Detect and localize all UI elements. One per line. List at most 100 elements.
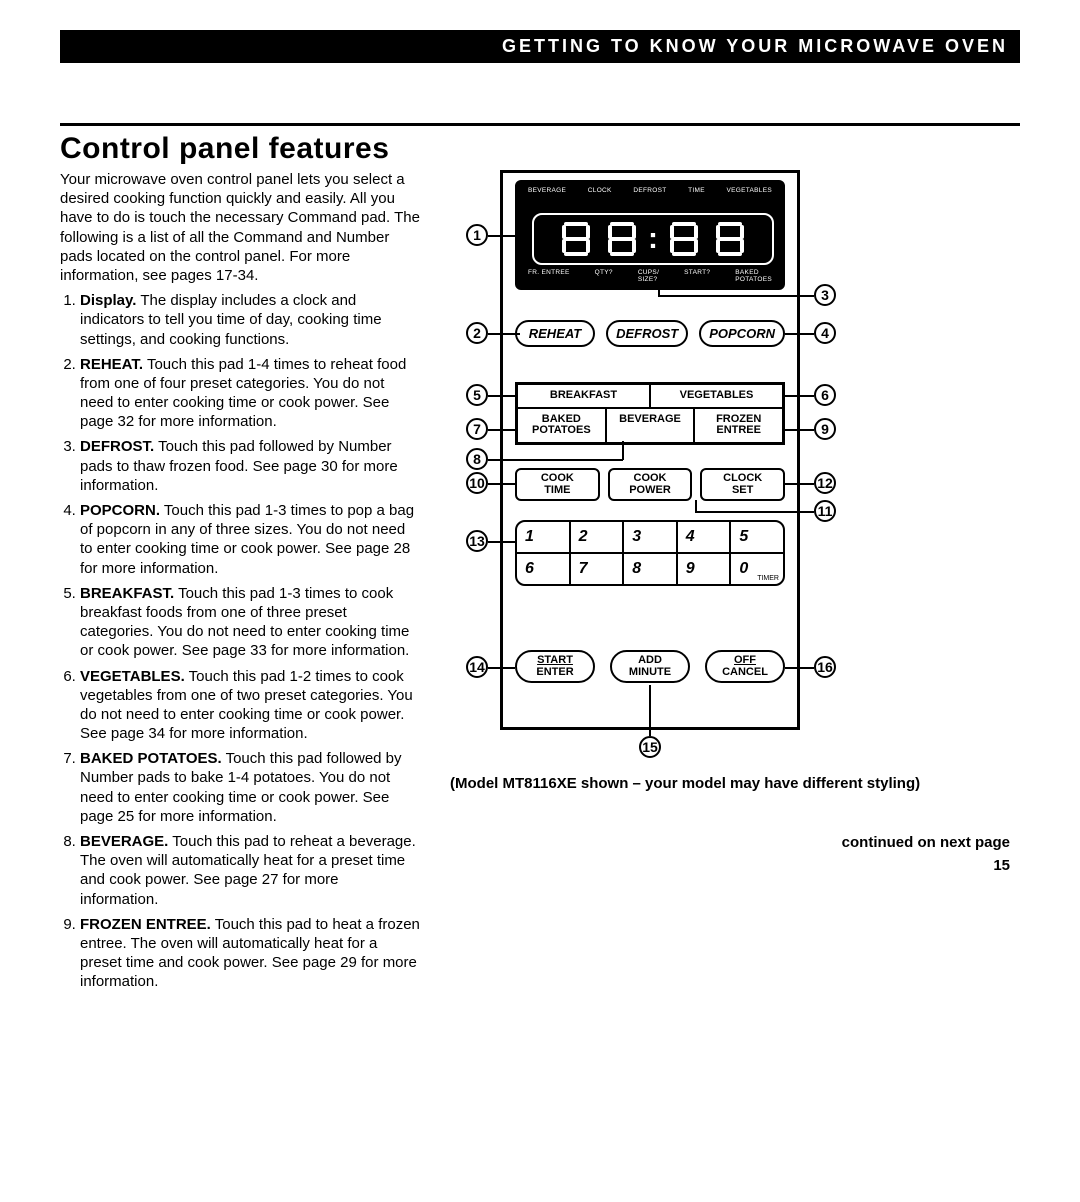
disp-label: CUPS/SIZE? [638, 269, 659, 283]
lead-line [785, 333, 814, 335]
intro-text: Your microwave oven control panel lets y… [60, 170, 420, 285]
lead-line [658, 295, 814, 297]
display-region: BEVERAGE CLOCK DEFROST TIME VEGETABLES :… [515, 180, 785, 290]
right-column: BEVERAGE CLOCK DEFROST TIME VEGETABLES :… [450, 170, 1020, 998]
page-title: Control panel features [60, 132, 1020, 166]
list-lead: BEVERAGE. [80, 833, 168, 850]
callout-12: 12 [814, 472, 836, 494]
callout-11: 11 [814, 500, 836, 522]
callout-8: 8 [466, 448, 488, 470]
lead-line [488, 429, 515, 431]
disp-label: BEVERAGE [528, 187, 566, 194]
frozen-entree-button[interactable]: FROZENENTREE [694, 408, 783, 443]
seven-seg-icon [602, 219, 642, 259]
list-item: DEFROST. Touch this pad followed by Numb… [80, 437, 420, 495]
breakfast-button[interactable]: BREAKFAST [517, 384, 650, 408]
lead-line [488, 541, 515, 543]
disp-label: CLOCK [588, 187, 612, 194]
lead-line [695, 511, 814, 513]
callout-5: 5 [466, 384, 488, 406]
list-item: FROZEN ENTREE. Touch this pad to heat a … [80, 915, 420, 992]
key-6[interactable]: 6 [517, 554, 571, 584]
disp-label: DEFROST [633, 187, 666, 194]
category-grid: BREAKFAST VEGETABLES BAKEDPOTATOES BEVER… [515, 382, 785, 445]
beverage-button[interactable]: BEVERAGE [606, 408, 695, 443]
display-top-labels: BEVERAGE CLOCK DEFROST TIME VEGETABLES [528, 187, 772, 194]
callout-2: 2 [466, 322, 488, 344]
list-item: Display. The display includes a clock an… [80, 291, 420, 349]
key-0[interactable]: 0TIMER [731, 554, 783, 584]
lead-line [785, 483, 814, 485]
callout-6: 6 [814, 384, 836, 406]
list-lead: BREAKFAST. [80, 585, 174, 602]
section-header: GETTING TO KNOW YOUR MICROWAVE OVEN [60, 30, 1020, 63]
clock-set-button[interactable]: CLOCKSET [700, 468, 785, 501]
seven-seg-icon [710, 219, 750, 259]
callout-14: 14 [466, 656, 488, 678]
bottom-oval-row: STARTENTER ADDMINUTE OFFCANCEL [515, 650, 785, 683]
number-pad: 1 2 3 4 5 6 7 8 9 0TIMER [515, 520, 785, 586]
lead-line [622, 441, 624, 460]
key-0-label: 0 [739, 560, 748, 577]
key-5[interactable]: 5 [731, 522, 783, 554]
disp-label: START? [684, 269, 710, 283]
lead-line [785, 395, 814, 397]
callout-16: 16 [814, 656, 836, 678]
add-minute-button[interactable]: ADDMINUTE [610, 650, 690, 683]
lead-line [488, 395, 515, 397]
disp-label: QTY? [595, 269, 613, 283]
key-2[interactable]: 2 [571, 522, 625, 554]
key-4[interactable]: 4 [678, 522, 732, 554]
btn-top: OFF [734, 654, 756, 666]
key-9[interactable]: 9 [678, 554, 732, 584]
off-cancel-button[interactable]: OFFCANCEL [705, 650, 785, 683]
defrost-button[interactable]: DEFROST [606, 320, 688, 347]
lead-line [488, 235, 515, 237]
oval-button-row: REHEAT DEFROST POPCORN [515, 320, 785, 347]
key-8[interactable]: 8 [624, 554, 678, 584]
disp-label: TIME [688, 187, 705, 194]
baked-potatoes-button[interactable]: BAKEDPOTATOES [517, 408, 606, 443]
rule [60, 123, 1020, 126]
cook-time-button[interactable]: COOKTIME [515, 468, 600, 501]
callout-10: 10 [466, 472, 488, 494]
callout-3: 3 [814, 284, 836, 306]
reheat-button[interactable]: REHEAT [515, 320, 595, 347]
diagram-caption: (Model MT8116XE shown – your model may h… [450, 774, 1020, 794]
list-item: BAKED POTATOES. Touch this pad followed … [80, 749, 420, 826]
seven-seg-icon [664, 219, 704, 259]
list-lead: DEFROST. [80, 438, 154, 455]
cook-row: COOKTIME COOKPOWER CLOCKSET [515, 468, 785, 501]
list-lead: REHEAT. [80, 356, 143, 373]
btn-top: START [537, 654, 573, 666]
lead-line [785, 667, 814, 669]
callout-1: 1 [466, 224, 488, 246]
lead-line [488, 483, 515, 485]
cook-power-button[interactable]: COOKPOWER [608, 468, 693, 501]
callout-7: 7 [466, 418, 488, 440]
key-7[interactable]: 7 [571, 554, 625, 584]
disp-label: FR. ENTREE [528, 269, 570, 283]
start-enter-button[interactable]: STARTENTER [515, 650, 595, 683]
list-item: BREAKFAST. Touch this pad 1-3 times to c… [80, 584, 420, 661]
vegetables-button[interactable]: VEGETABLES [650, 384, 783, 408]
btn-bot: CANCEL [722, 666, 768, 678]
lead-line [785, 429, 814, 431]
disp-label: BAKEDPOTATOES [735, 269, 772, 283]
key-3[interactable]: 3 [624, 522, 678, 554]
callout-13: 13 [466, 530, 488, 552]
btn-bot: ENTER [536, 666, 573, 678]
left-column: Your microwave oven control panel lets y… [60, 170, 420, 998]
list-lead: BAKED POTATOES. [80, 750, 222, 767]
list-item: BEVERAGE. Touch this pad to reheat a bev… [80, 832, 420, 909]
key-1[interactable]: 1 [517, 522, 571, 554]
list-item: REHEAT. Touch this pad 1-4 times to rehe… [80, 355, 420, 432]
list-lead: VEGETABLES. [80, 668, 185, 685]
list-lead: FROZEN ENTREE. [80, 916, 211, 933]
lead-line [695, 500, 697, 512]
popcorn-button[interactable]: POPCORN [699, 320, 785, 347]
btn-bot: MINUTE [629, 666, 671, 678]
control-panel-diagram: BEVERAGE CLOCK DEFROST TIME VEGETABLES :… [460, 170, 860, 760]
lead-line [649, 685, 651, 736]
lead-line [488, 667, 515, 669]
